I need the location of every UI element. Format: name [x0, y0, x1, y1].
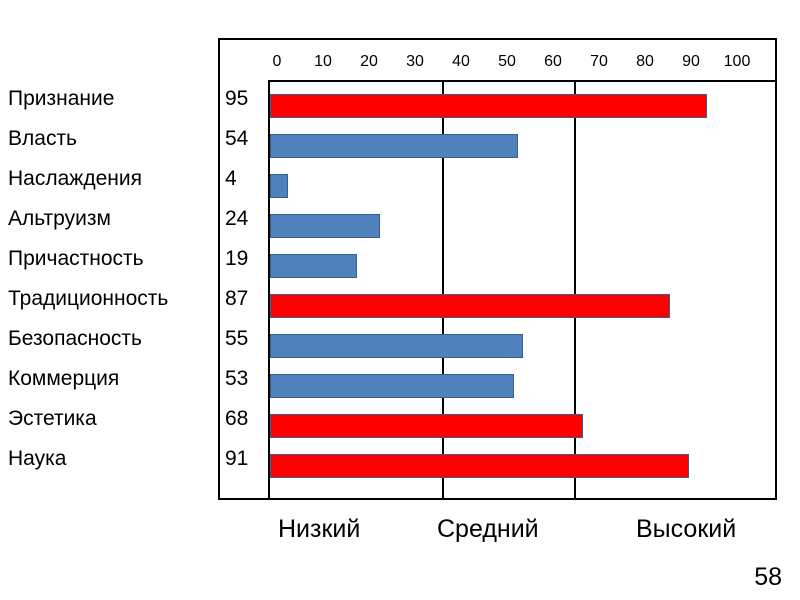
x-tick-label: 80	[636, 53, 654, 70]
value-label: 19	[225, 247, 249, 270]
threshold-line-mid-high	[574, 80, 576, 498]
x-tick-label: 0	[272, 53, 282, 70]
category-label: Безопасность	[8, 327, 142, 350]
bar-1	[270, 94, 707, 118]
bar-7	[270, 334, 523, 358]
value-label: 54	[225, 127, 249, 150]
x-tick-label: 90	[682, 53, 700, 70]
value-label: 4	[225, 167, 237, 190]
x-tick-label: 70	[590, 53, 608, 70]
category-label: Причастность	[8, 247, 144, 270]
value-label: 55	[225, 327, 249, 350]
x-tick-label: 100	[723, 53, 751, 70]
threshold-line-low-mid	[442, 80, 444, 498]
plot-area	[268, 80, 775, 500]
category-label: Альтруизм	[8, 207, 111, 230]
category-label: Наслаждения	[8, 167, 142, 190]
value-label: 95	[225, 87, 249, 110]
bar-3	[270, 174, 289, 198]
zone-label-high: Высокий	[636, 515, 737, 543]
chart-frame	[218, 38, 777, 500]
bar-8	[270, 374, 514, 398]
x-tick-label: 10	[314, 53, 332, 70]
value-label: 53	[225, 367, 249, 390]
category-label: Признание	[8, 87, 115, 110]
x-tick-label: 50	[498, 53, 516, 70]
category-label: Власть	[8, 127, 77, 150]
bar-10	[270, 454, 689, 478]
value-label: 24	[225, 207, 249, 230]
x-tick-label: 30	[406, 53, 424, 70]
zone-label-mid: Средний	[437, 515, 539, 543]
bar-9	[270, 414, 583, 438]
x-tick-label: 60	[544, 53, 562, 70]
category-label: Эстетика	[8, 407, 97, 430]
x-tick-label: 40	[452, 53, 470, 70]
category-label: Традиционность	[8, 287, 169, 310]
category-label: Наука	[8, 447, 67, 470]
value-label: 87	[225, 287, 249, 310]
category-label: Коммерция	[8, 367, 120, 390]
page-number: 58	[754, 563, 782, 591]
value-label: 68	[225, 407, 249, 430]
value-label: 91	[225, 447, 249, 470]
bar-4	[270, 214, 381, 238]
x-tick-label: 20	[360, 53, 378, 70]
bar-5	[270, 254, 358, 278]
zone-label-low: Низкий	[278, 515, 361, 543]
bar-2	[270, 134, 519, 158]
bar-6	[270, 294, 671, 318]
